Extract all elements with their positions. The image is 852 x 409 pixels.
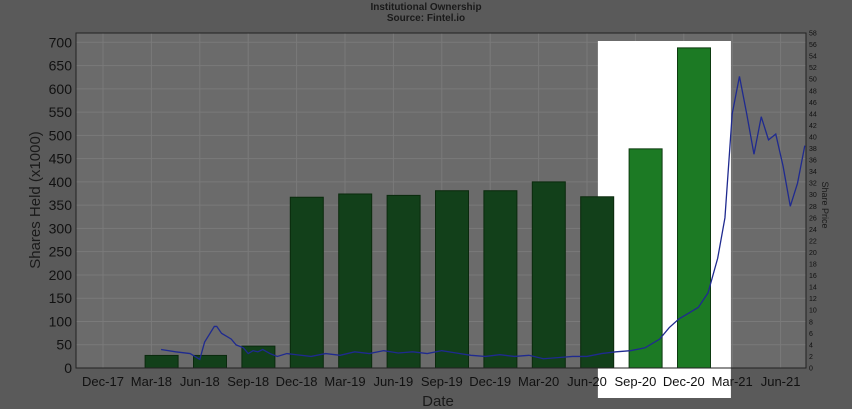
y2-tick-label: 6 — [809, 331, 813, 338]
y-axis-label: Shares Held (x1000) — [27, 131, 44, 269]
y2-tick-label: 48 — [809, 88, 817, 95]
x-tick-label: Mar-19 — [324, 374, 365, 389]
y2-tick-label: 4 — [809, 342, 813, 349]
y2-tick-label: 30 — [809, 192, 817, 199]
y-tick-label: 100 — [49, 313, 73, 329]
bar — [338, 193, 373, 369]
y-tick-label: 250 — [49, 244, 73, 260]
y2-tick-label: 12 — [809, 296, 817, 303]
bar — [193, 354, 227, 369]
x-tick-label: Sep-19 — [421, 374, 463, 389]
bars-group — [144, 47, 711, 369]
bar — [531, 181, 566, 369]
x-tick-label: Jun-20 — [567, 374, 607, 389]
bar — [241, 345, 276, 369]
bar — [289, 196, 324, 369]
y2-tick-label: 34 — [809, 169, 817, 176]
bar — [628, 148, 663, 369]
x-tick-label: Jun-21 — [761, 374, 801, 389]
y2-axis-label: Share Price — [820, 181, 830, 228]
y2-tick-label: 26 — [809, 215, 817, 222]
y2-tick-label: 38 — [809, 146, 817, 153]
y-tick-label: 0 — [64, 360, 72, 376]
chart-subtitle: Source: Fintel.io — [387, 13, 465, 24]
y2-tick-label: 52 — [809, 65, 817, 72]
plot-frame — [75, 32, 807, 369]
x-tick-label: Mar-18 — [131, 374, 172, 389]
x-axis-label: Date — [422, 393, 454, 409]
y2-tick-label: 36 — [809, 158, 817, 165]
y2-tick-label: 22 — [809, 238, 817, 245]
y2-tick-label: 32 — [809, 181, 817, 188]
y2-tick-label: 0 — [809, 366, 813, 373]
bar — [677, 47, 711, 369]
y-tick-label: 50 — [56, 337, 72, 353]
x-tick-label: Sep-18 — [227, 374, 269, 389]
bar — [435, 190, 469, 369]
bar — [580, 196, 615, 369]
y2-tick-label: 44 — [809, 111, 817, 118]
share-price-line — [160, 76, 806, 361]
x-tick-label: Sep-20 — [614, 374, 656, 389]
y2-tick-label: 54 — [809, 54, 817, 61]
y2-tick-label: 2 — [809, 354, 813, 361]
y-tick-label: 450 — [49, 151, 73, 167]
x-tick-label: Dec-17 — [82, 374, 124, 389]
y2-tick-label: 56 — [809, 42, 817, 49]
y2-tick-label: 18 — [809, 262, 817, 269]
y-tick-label: 300 — [49, 220, 73, 236]
y-tick-label: 150 — [49, 290, 73, 306]
y2-tick-label: 10 — [809, 308, 817, 315]
y2-tick-label: 42 — [809, 123, 817, 130]
y2-tick-label: 28 — [809, 204, 817, 211]
x-tick-label: Dec-20 — [663, 374, 705, 389]
y2-tick-label: 8 — [809, 319, 813, 326]
y-tick-label: 400 — [49, 174, 73, 190]
bar — [144, 354, 179, 369]
y2-tick-label: 40 — [809, 134, 817, 141]
right-axis-ticks: 0246810121416182022242628303234363840424… — [809, 31, 817, 373]
bar — [386, 194, 421, 369]
x-tick-label: Mar-21 — [712, 374, 753, 389]
y-tick-label: 600 — [49, 81, 73, 97]
y2-tick-label: 14 — [809, 285, 817, 292]
y-tick-label: 700 — [49, 34, 73, 50]
y2-tick-label: 58 — [809, 31, 817, 38]
left-axis-ticks: 0 50 100 150 200 250 300 350 400 450 500 550 600 650 7… — [49, 34, 73, 376]
y-tick-label: 200 — [49, 267, 73, 283]
y2-tick-label: 24 — [809, 227, 817, 234]
bar — [483, 190, 518, 369]
y-tick-label: 650 — [49, 58, 73, 74]
y2-tick-label: 50 — [809, 77, 817, 84]
y-tick-label: 350 — [49, 197, 73, 213]
x-tick-label: Dec-18 — [276, 374, 318, 389]
x-tick-label: Mar-20 — [518, 374, 559, 389]
x-tick-label: Jun-18 — [180, 374, 220, 389]
y-tick-label: 550 — [49, 104, 73, 120]
x-tick-label: Dec-19 — [469, 374, 511, 389]
y-tick-label: 500 — [49, 127, 73, 143]
y2-tick-label: 46 — [809, 100, 817, 107]
chart-title: Institutional Ownership — [370, 2, 481, 13]
y2-tick-label: 16 — [809, 273, 817, 280]
x-axis-ticks: Dec-17 Mar-18 Jun-18 Sep-18 Dec-18 Mar-19 Jun-… — [82, 374, 800, 389]
x-tick-label: Jun-19 — [374, 374, 414, 389]
y2-tick-label: 20 — [809, 250, 817, 257]
